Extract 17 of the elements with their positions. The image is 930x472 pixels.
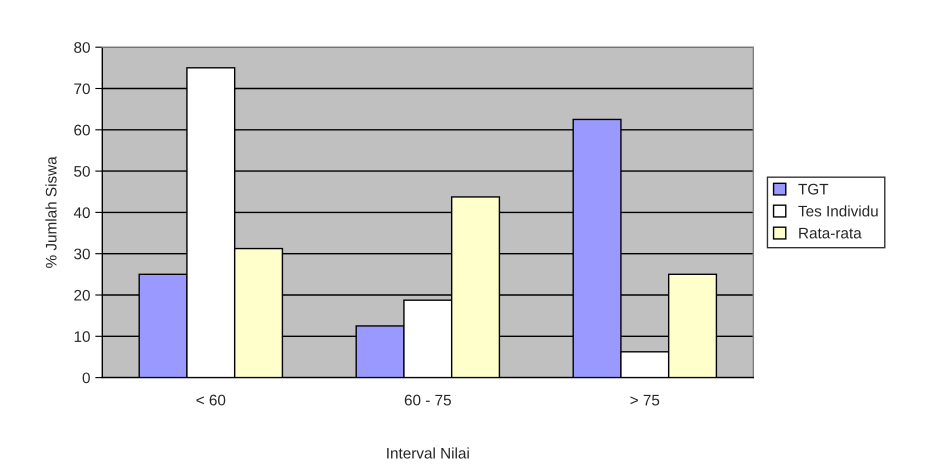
legend-label: Tes Individu (798, 205, 878, 217)
y-axis-title: % Jumlah Siswa (45, 156, 57, 268)
y-tick-label: 40 (74, 207, 90, 218)
y-tick-label: 80 (74, 42, 90, 53)
y-tick-label: 10 (74, 331, 90, 342)
x-tick-label: < 60 (196, 394, 226, 406)
y-tick-label: 0 (82, 372, 90, 384)
y-tick-label: 30 (74, 248, 90, 260)
x-tick-label: 60 - 75 (404, 394, 451, 406)
legend-label: Rata-rata (799, 228, 862, 239)
y-tick-label: 50 (74, 166, 90, 177)
y-tick-label: 70 (74, 83, 90, 94)
y-tick-label: 20 (74, 290, 90, 301)
y-tick-label: 60 (74, 124, 90, 136)
x-axis-title: Interval Nilai (387, 447, 469, 459)
x-tick-label: > 75 (630, 394, 660, 406)
legend-label: TGT (798, 184, 828, 195)
